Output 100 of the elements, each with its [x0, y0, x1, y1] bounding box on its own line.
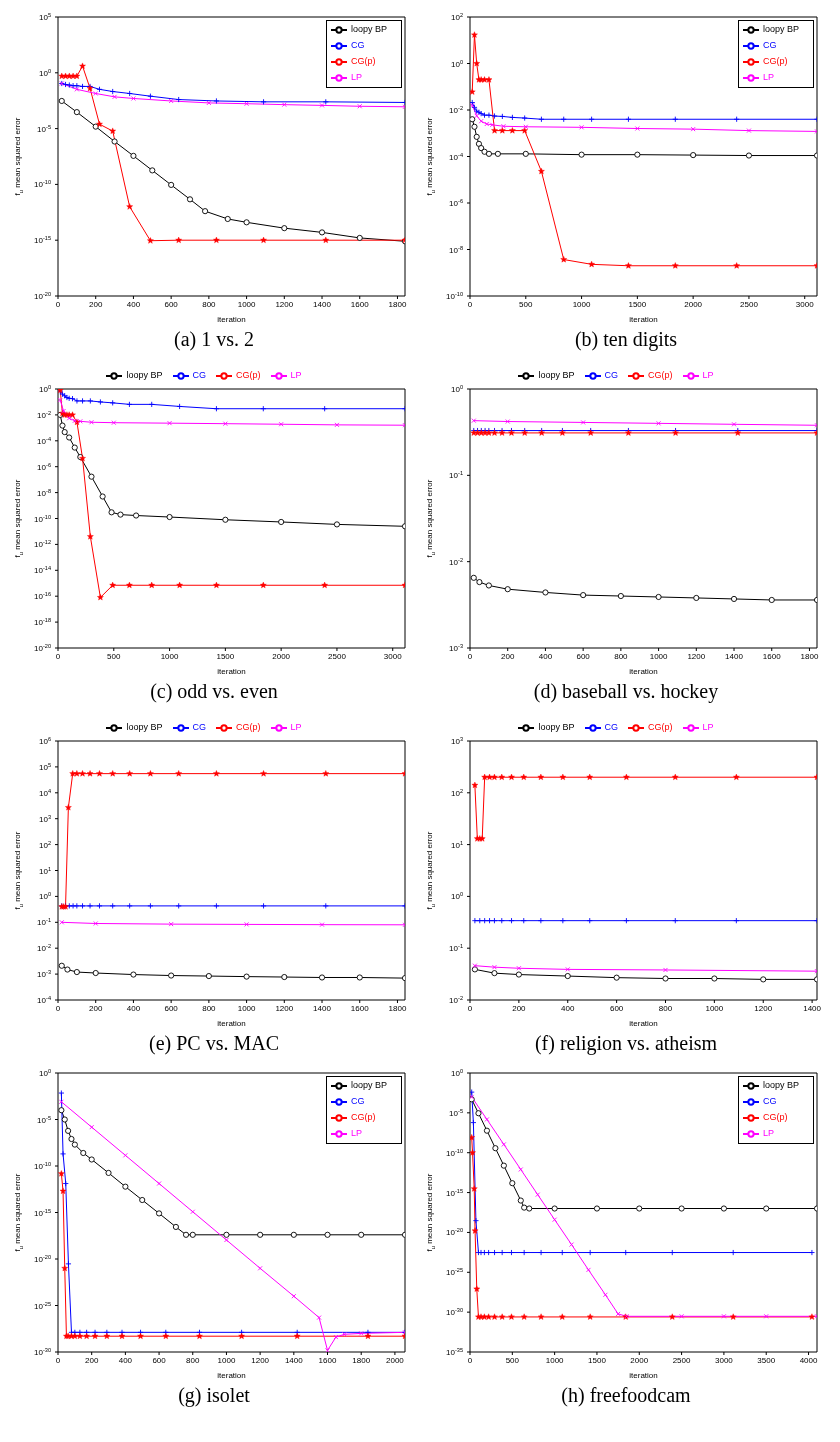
x-tick-label: 1600 — [350, 299, 370, 309]
x-tick-label: 1400 — [313, 299, 332, 309]
y-tick-label: 10$^{-15}$ — [446, 1187, 463, 1198]
legend-label: LP — [350, 1128, 362, 1139]
x-tick-label: 2500 — [328, 651, 347, 661]
y-tick-label: 10$^{1}$ — [450, 839, 463, 850]
y-tick-label: 10$^{-12}$ — [34, 539, 51, 550]
y-tick-label: 10$^{-10}$ — [34, 1161, 51, 1171]
y-tick-label: 10$^{3}$ — [450, 736, 463, 746]
x-tick-label: 1600 — [318, 1355, 337, 1365]
x-axis-title: iteration — [629, 667, 658, 676]
x-tick-label: 0 — [55, 1003, 61, 1013]
y-tick-label: 10$^{-10}$ — [34, 179, 51, 190]
x-tick-label: 3000 — [715, 1355, 734, 1365]
legend-label: CG — [192, 722, 206, 733]
y-tick-label: 10$^{-4}$ — [449, 151, 463, 162]
x-tick-label: 2500 — [740, 299, 759, 309]
y-tick-label: 10$^{-3}$ — [449, 643, 463, 653]
y-tick-label: 10$^{-2}$ — [37, 943, 51, 954]
x-tick-label: 4000 — [799, 1355, 818, 1365]
x-tick-label: 200 — [89, 1003, 103, 1013]
y-tick-label: 10$^{-6}$ — [37, 461, 51, 472]
legend-label: CG — [762, 1096, 777, 1107]
y-tick-label: 10$^{2}$ — [450, 12, 463, 22]
y-tick-label: 10$^{-2}$ — [37, 409, 51, 420]
x-tick-label: 800 — [202, 299, 217, 309]
y-tick-label: 10$^{-20}$ — [34, 291, 51, 301]
y-tick-label: 10$^{-10}$ — [446, 291, 463, 301]
x-tick-label: 1600 — [762, 651, 782, 661]
x-tick-label: 1400 — [284, 1355, 304, 1365]
legend-label: CG(p) — [762, 1112, 788, 1123]
x-tick-label: 800 — [614, 651, 629, 661]
legend-label: CG — [604, 722, 618, 733]
legend-label: LP — [350, 72, 362, 83]
x-tick-label: 1200 — [251, 1355, 270, 1365]
x-tick-label: 200 — [89, 299, 103, 309]
x-tick-label: 1800 — [800, 651, 819, 661]
y-tick-label: 10$^{-18}$ — [34, 617, 51, 628]
y-tick-label: 10$^{-20}$ — [34, 643, 51, 653]
x-tick-label: 500 — [505, 1355, 520, 1365]
y-tick-label: 10$^{-2}$ — [449, 105, 463, 115]
legend-label: loopy BP — [762, 1080, 799, 1091]
x-axis-title: iteration — [629, 1371, 658, 1380]
legend-label: LP — [762, 72, 774, 83]
x-tick-label: 1000 — [237, 1003, 257, 1013]
y-tick-label: 10$^{0}$ — [450, 1068, 463, 1078]
x-tick-label: 1200 — [275, 299, 294, 309]
y-tick-label: 10$^{-4}$ — [37, 995, 51, 1005]
y-tick-label: 10$^{-20}$ — [446, 1227, 463, 1238]
x-tick-label: 1000 — [705, 1003, 724, 1013]
y-tick-label: 10$^{-10}$ — [34, 513, 51, 524]
x-tick-label: 1200 — [275, 1003, 294, 1013]
y-tick-label: 10$^{-6}$ — [449, 198, 463, 208]
y-tick-label: 10$^{-1}$ — [449, 470, 463, 481]
y-tick-label: 10$^{-2}$ — [449, 995, 463, 1005]
x-tick-label: 0 — [467, 299, 473, 309]
y-tick-label: 10$^{-2}$ — [449, 556, 463, 567]
y-tick-label: 10$^{0}$ — [38, 384, 51, 394]
x-tick-label: 1000 — [545, 1355, 565, 1365]
y-tick-label: 10$^{4}$ — [38, 787, 51, 798]
y-tick-label: 10$^{-30}$ — [34, 1347, 51, 1357]
x-tick-label: 1500 — [216, 651, 235, 661]
y-tick-label: 10$^{-35}$ — [446, 1347, 463, 1357]
legend-label: CG(p) — [350, 56, 376, 67]
x-tick-label: 0 — [55, 1355, 61, 1365]
y-tick-label: 10$^{5}$ — [38, 761, 51, 772]
x-tick-label: 1000 — [572, 299, 592, 309]
x-axis-title: iteration — [217, 1019, 246, 1028]
x-tick-label: 1500 — [588, 1355, 607, 1365]
legend-label: CG — [350, 1096, 365, 1107]
x-axis-title: iteration — [217, 315, 246, 324]
y-tick-label: 10$^{2}$ — [450, 787, 463, 798]
legend-label: CG(p) — [350, 1112, 376, 1123]
y-tick-label: 10$^{-30}$ — [446, 1307, 463, 1318]
y-tick-label: 10$^{-8}$ — [37, 487, 51, 498]
x-tick-label: 800 — [202, 1003, 217, 1013]
x-tick-label: 1000 — [160, 651, 180, 661]
y-tick-label: 10$^{-5}$ — [449, 1107, 463, 1118]
text: (h) freefoodcam — [560, 1383, 692, 1408]
x-tick-label: 1800 — [388, 1003, 407, 1013]
x-tick-label: 2500 — [672, 1355, 692, 1365]
x-axis-title: iteration — [629, 1019, 658, 1028]
x-tick-label: 400 — [561, 1003, 575, 1013]
x-tick-label: 0 — [467, 651, 473, 661]
y-tick-label: 10$^{-5}$ — [37, 1114, 51, 1125]
x-tick-label: 600 — [576, 651, 591, 661]
x-tick-label: 1200 — [754, 1003, 773, 1013]
y-tick-label: 10$^{-8}$ — [449, 244, 463, 255]
y-tick-label: 10$^{-16}$ — [34, 591, 51, 602]
x-tick-label: 0 — [55, 299, 61, 309]
text: (d) baseball vs. hockey — [532, 679, 720, 705]
legend-label: LP — [290, 722, 302, 733]
y-tick-label: 10$^{1}$ — [38, 865, 51, 876]
x-tick-label: 400 — [538, 651, 553, 661]
y-tick-label: 10$^{5}$ — [38, 12, 51, 22]
x-tick-label: 500 — [519, 299, 534, 309]
y-tick-label: 10$^{-1}$ — [449, 943, 463, 954]
x-tick-label: 1500 — [628, 299, 647, 309]
x-tick-label: 0 — [55, 651, 61, 661]
text: (e) PC vs. MAC — [148, 1031, 280, 1057]
